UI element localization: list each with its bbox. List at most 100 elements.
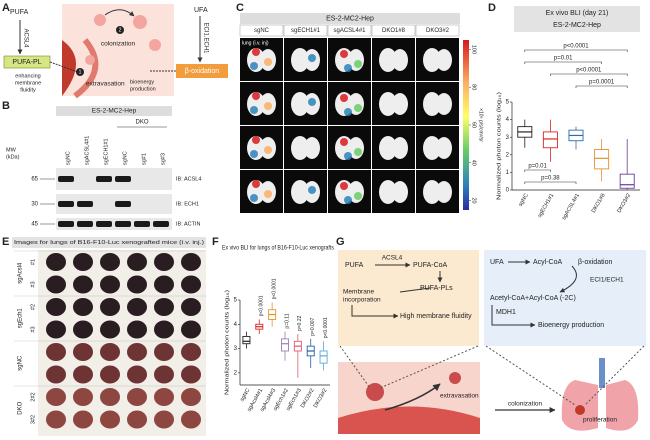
lung-outline: [379, 92, 397, 116]
y-axis-label: Normalized photon counts (log₁₀): [496, 92, 502, 200]
bli-signal: [340, 138, 348, 146]
panel-label: B: [2, 100, 10, 112]
g-cell: [366, 383, 384, 401]
blot-band: [115, 176, 131, 182]
a-vessel-wall: [73, 38, 99, 99]
column-header: [239, 24, 284, 37]
column-header: [327, 24, 372, 37]
g-arrow: [491, 305, 536, 328]
column-header: [415, 24, 460, 37]
lung-sample: [46, 388, 66, 406]
label: ECI1/ECH1: [590, 277, 624, 284]
lung-sample: [154, 275, 174, 294]
bli-signal: [340, 50, 348, 58]
label: UFA: [490, 259, 504, 266]
label: Bioenergy production: [538, 322, 604, 329]
blot-band: [58, 201, 74, 207]
blot-band: [153, 221, 169, 227]
significance-bracket: [550, 73, 628, 76]
label: sgNC: [65, 151, 71, 165]
y-tick-label: 2: [506, 152, 510, 158]
bli-signal: [250, 194, 258, 202]
lung-sample: [73, 365, 93, 384]
label: Membrane: [343, 289, 374, 296]
y-tick-label: 5: [506, 100, 510, 106]
lung-sample: [181, 253, 201, 271]
y-axis-label: Normalized photon counts (log₁₀): [224, 290, 230, 395]
group-label: sgNC: [18, 355, 24, 371]
lung-sample: [100, 410, 120, 429]
p-value: p<0.0001: [576, 68, 602, 74]
bli-signal: [344, 196, 352, 204]
bli-signal: [344, 108, 352, 116]
g-right-box: [484, 250, 646, 346]
blot-band: [134, 221, 150, 227]
label: extravasation: [440, 393, 479, 400]
blot-band: [58, 221, 74, 227]
lung-sample: [127, 275, 147, 294]
p-value: p<0.0001: [563, 44, 589, 50]
label: 20: [471, 197, 477, 203]
label: 3#2: [30, 415, 36, 424]
bli-signal: [252, 92, 260, 100]
bli-signal: [354, 104, 362, 112]
blot-band: [115, 201, 131, 207]
label: ACSL4: [382, 255, 403, 262]
label: ACSL4: [22, 28, 28, 48]
p-value: p=0.11: [284, 313, 290, 328]
lung-sample: [46, 253, 66, 271]
lung-sample: [46, 365, 66, 384]
label: sgECH1#1: [103, 138, 109, 165]
lung-sample: [100, 365, 120, 384]
g-arrow: [559, 265, 577, 293]
bli-signal: [250, 106, 258, 114]
bli-signal: [308, 54, 316, 62]
y-tick-label: 0: [506, 188, 510, 194]
bli-signal: [308, 98, 316, 106]
lung-sample: [73, 320, 93, 339]
label: 80: [471, 84, 477, 90]
a-cell: [94, 14, 106, 26]
p-value: p<0.0001: [271, 278, 277, 299]
label: lung (i.v. inj): [242, 40, 269, 46]
box: [619, 173, 635, 189]
lung-outline: [423, 136, 441, 160]
a-step-circle: [76, 68, 84, 76]
lung-sample: [181, 298, 201, 316]
blot-band: [58, 176, 74, 182]
lung-sample: [73, 275, 93, 294]
label: PUFA-CoA: [413, 262, 448, 269]
a-beta-box: [176, 64, 228, 78]
label: β-oxidation: [185, 68, 219, 75]
p-value: p<0.0001: [323, 317, 329, 338]
g-link: [584, 345, 645, 406]
label: PUFA-PLs: [420, 285, 453, 292]
label: sg#3: [160, 153, 166, 165]
bli-signal: [264, 58, 272, 66]
label: ECI1.ECH1: [202, 22, 208, 54]
label: PUFA-PL: [12, 59, 41, 66]
label: IB: ACTIN: [176, 221, 200, 227]
lung-sample: [46, 275, 66, 294]
bli-signal: [250, 150, 258, 158]
y-tick-label: 3: [506, 135, 510, 141]
lung-sample: [73, 388, 93, 406]
lung-outline: [379, 48, 397, 72]
bli-signal: [252, 48, 260, 56]
label: High membrane fluidity: [400, 313, 472, 320]
column-header: [371, 24, 416, 37]
lung-sample: [73, 298, 93, 316]
y-tick-label: 1: [506, 170, 510, 176]
lung-outline: [423, 48, 441, 72]
blot-bg: [56, 168, 172, 190]
box: [242, 335, 251, 345]
label: DKO3#2: [426, 28, 450, 34]
lung-sample: [181, 410, 201, 429]
box: [281, 338, 289, 352]
bli-signal: [264, 146, 272, 154]
lung-sample: [154, 365, 174, 384]
lung-sample: [154, 388, 174, 406]
panel-label: A: [2, 2, 10, 14]
d-title-bar: [514, 6, 640, 32]
lung-outline: [436, 93, 452, 115]
